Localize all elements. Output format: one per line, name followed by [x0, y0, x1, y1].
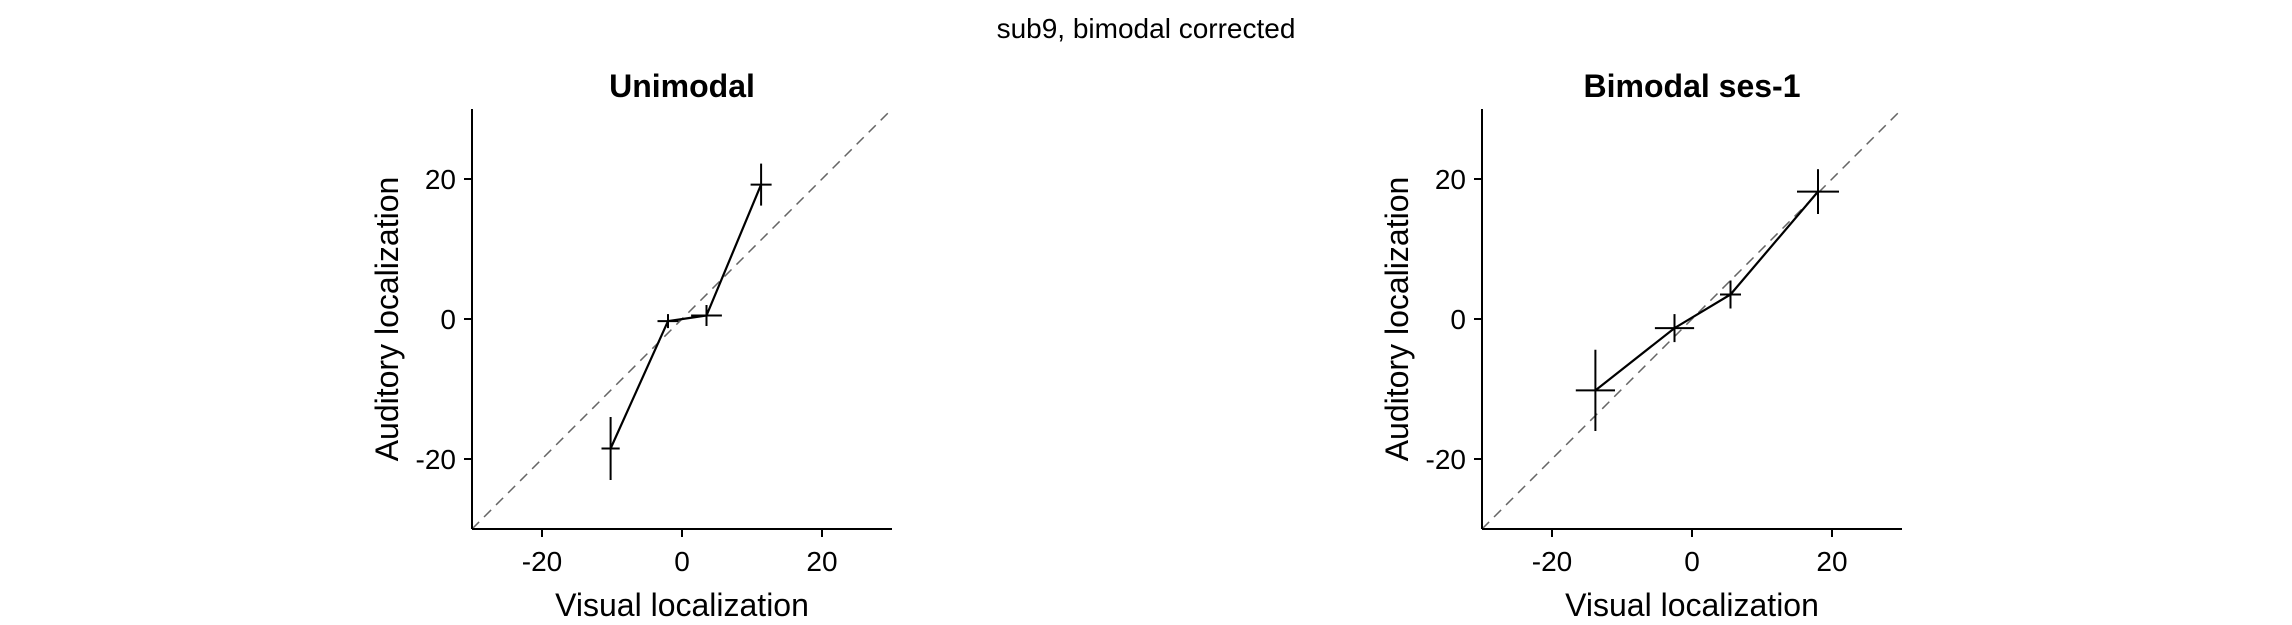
- y-tick-label: 0: [440, 304, 456, 335]
- x-axis-label: Visual localization: [1565, 587, 1819, 623]
- y-axis-label: Auditory localization: [369, 177, 405, 462]
- series-line: [609, 184, 763, 449]
- y-tick-label: 20: [1435, 164, 1466, 195]
- identity-line: [1481, 108, 1903, 530]
- x-tick-label: -20: [522, 546, 562, 577]
- x-tick-label: 20: [1816, 546, 1847, 577]
- y-tick-label: 0: [1450, 304, 1466, 335]
- panel-unimodal: Unimodal -20 0 20 20 0 -20 Visual locali…: [369, 68, 893, 623]
- x-tick-label: 0: [1684, 546, 1700, 577]
- y-axis-label: Auditory localization: [1379, 177, 1415, 462]
- panel-title: Unimodal: [609, 68, 755, 104]
- y-tick-label: -20: [1426, 444, 1466, 475]
- y-tick-label: -20: [416, 444, 456, 475]
- x-axis-label: Visual localization: [555, 587, 809, 623]
- series-line: [1594, 190, 1819, 392]
- panel-title: Bimodal ses-1: [1584, 68, 1801, 104]
- figure-suptitle: sub9, bimodal corrected: [997, 13, 1296, 44]
- panel-bimodal-ses-1: Bimodal ses-1 -20 0 20 20 0 -20 Visual l…: [1379, 68, 1903, 623]
- x-tick-label: -20: [1532, 546, 1572, 577]
- x-tick-label: 0: [674, 546, 690, 577]
- x-tick-label: 20: [806, 546, 837, 577]
- data-series: [601, 163, 772, 480]
- y-tick-label: 20: [425, 164, 456, 195]
- data-series: [1575, 169, 1839, 431]
